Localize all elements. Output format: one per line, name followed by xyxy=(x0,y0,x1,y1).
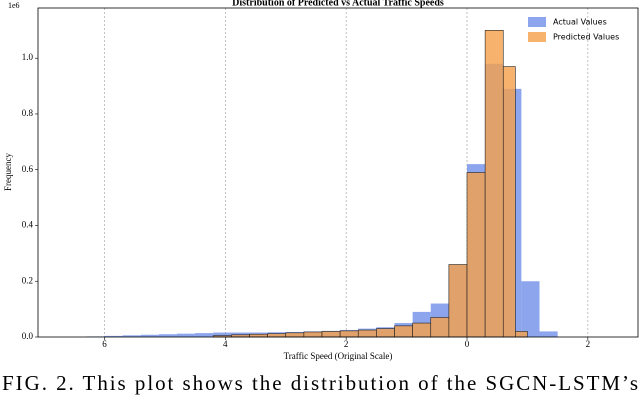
plot-frame xyxy=(37,7,639,338)
histogram-bar xyxy=(539,331,558,337)
legend-label: Actual Values xyxy=(553,18,607,27)
y-offset-label: 1e6 xyxy=(8,1,20,10)
x-tick-label: 2 xyxy=(586,339,591,349)
x-tick-label: 6 xyxy=(102,339,107,349)
y-tick-label: 0.8 xyxy=(22,108,34,118)
histogram-bar xyxy=(140,334,159,337)
histogram-bar xyxy=(515,331,528,338)
histogram-bar xyxy=(303,331,323,338)
histogram-bar xyxy=(521,281,540,337)
histogram-bar xyxy=(394,325,413,338)
histogram-bar xyxy=(430,317,450,338)
y-tick-label: 0.6 xyxy=(22,164,34,174)
x-tick-label: 0 xyxy=(465,339,470,349)
legend-label: Predicted Values xyxy=(553,33,619,42)
y-tick-label: 0.4 xyxy=(22,220,34,230)
legend-swatch xyxy=(528,17,546,27)
histogram-bar xyxy=(484,30,504,338)
histogram-bar xyxy=(466,172,486,338)
histogram-bar xyxy=(122,335,141,337)
histogram-bar xyxy=(267,333,287,338)
histogram-bar xyxy=(502,66,516,338)
histogram-bar xyxy=(448,264,468,338)
histogram-bar xyxy=(213,332,232,337)
histogram-bar xyxy=(321,331,341,338)
x-axis-label: Traffic Speed (Original Scale) xyxy=(284,351,393,361)
y-tick-label: 1.0 xyxy=(22,52,34,62)
histogram-bar xyxy=(339,330,359,338)
legend-swatch xyxy=(528,32,546,42)
histogram-bar xyxy=(412,322,432,338)
histogram-bar xyxy=(195,333,214,337)
histogram-bar xyxy=(376,328,395,338)
histogram-bar xyxy=(158,334,177,337)
y-tick-label: 0.2 xyxy=(22,275,33,285)
x-tick-label: 2 xyxy=(344,339,349,349)
histogram-bar xyxy=(357,329,377,338)
caption: FIG. 2. This plot shows the distribution… xyxy=(2,371,638,395)
histogram-bar xyxy=(249,333,268,338)
x-tick-label: 4 xyxy=(223,339,228,349)
histogram-bar xyxy=(176,333,196,337)
y-axis-label: Frequency xyxy=(3,153,13,191)
histogram-bar xyxy=(285,332,305,338)
histogram-bar xyxy=(104,335,123,337)
y-tick-label: 0.0 xyxy=(22,331,34,341)
chart-title: Distribution of Predicted vs Actual Traf… xyxy=(232,0,444,8)
